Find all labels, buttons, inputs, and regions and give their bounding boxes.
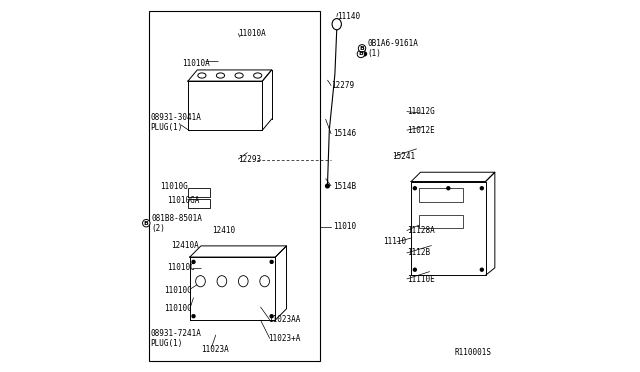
Text: 11110E: 11110E: [408, 275, 435, 283]
Text: 11023+A: 11023+A: [268, 334, 300, 343]
Ellipse shape: [260, 276, 269, 287]
Text: 11010C: 11010C: [164, 304, 191, 313]
Ellipse shape: [216, 73, 225, 78]
Text: 11023A: 11023A: [201, 345, 228, 354]
Text: B: B: [144, 221, 148, 226]
Circle shape: [363, 52, 367, 56]
Ellipse shape: [196, 276, 205, 287]
Text: 11023AA: 11023AA: [268, 315, 300, 324]
Circle shape: [358, 45, 365, 52]
Circle shape: [413, 187, 417, 190]
Text: 11140: 11140: [337, 12, 360, 21]
Circle shape: [413, 268, 417, 271]
Text: R110001S: R110001S: [454, 348, 491, 357]
Text: 11010GA: 11010GA: [168, 196, 200, 205]
Text: 11010C: 11010C: [168, 263, 195, 272]
Ellipse shape: [332, 19, 341, 30]
Text: B: B: [358, 51, 364, 57]
Text: 11010C: 11010C: [164, 286, 191, 295]
Text: 12279: 12279: [331, 81, 355, 90]
Text: 11012E: 11012E: [408, 126, 435, 135]
Text: 11010A: 11010A: [182, 59, 210, 68]
Text: 11010A: 11010A: [238, 29, 266, 38]
Bar: [419, 188, 463, 202]
Text: 1514B: 1514B: [333, 182, 356, 190]
Circle shape: [357, 50, 365, 58]
Circle shape: [143, 219, 150, 227]
Ellipse shape: [198, 73, 206, 78]
Text: 0B1A6-9161A
(1): 0B1A6-9161A (1): [367, 39, 418, 58]
Text: 11110: 11110: [383, 237, 406, 246]
Circle shape: [481, 187, 483, 190]
Text: 11010: 11010: [333, 222, 356, 231]
Text: 12293: 12293: [238, 155, 261, 164]
Circle shape: [270, 260, 273, 263]
Circle shape: [192, 260, 195, 263]
Text: 11128A: 11128A: [408, 226, 435, 235]
Text: 1112B: 1112B: [408, 248, 431, 257]
Ellipse shape: [253, 73, 262, 78]
Circle shape: [447, 187, 450, 190]
Ellipse shape: [217, 276, 227, 287]
Text: 11012G: 11012G: [408, 107, 435, 116]
Text: 15146: 15146: [333, 129, 356, 138]
Bar: [188, 199, 211, 208]
Text: 08931-7241A
PLUG(1): 08931-7241A PLUG(1): [151, 329, 202, 348]
Bar: [188, 188, 211, 197]
Bar: [419, 215, 463, 228]
Text: 11010G: 11010G: [160, 182, 188, 190]
Text: 08931-3041A
PLUG(1): 08931-3041A PLUG(1): [151, 113, 202, 132]
Text: B: B: [360, 46, 364, 51]
Text: 12410A: 12410A: [172, 241, 199, 250]
Circle shape: [481, 268, 483, 271]
Ellipse shape: [235, 73, 243, 78]
Circle shape: [192, 315, 195, 318]
Text: 12410: 12410: [212, 226, 236, 235]
Circle shape: [270, 315, 273, 318]
Bar: [149, 11, 320, 361]
Circle shape: [326, 184, 330, 188]
Text: 15241: 15241: [392, 152, 415, 161]
Ellipse shape: [239, 276, 248, 287]
Text: 081B8-8501A
(2): 081B8-8501A (2): [152, 214, 202, 233]
